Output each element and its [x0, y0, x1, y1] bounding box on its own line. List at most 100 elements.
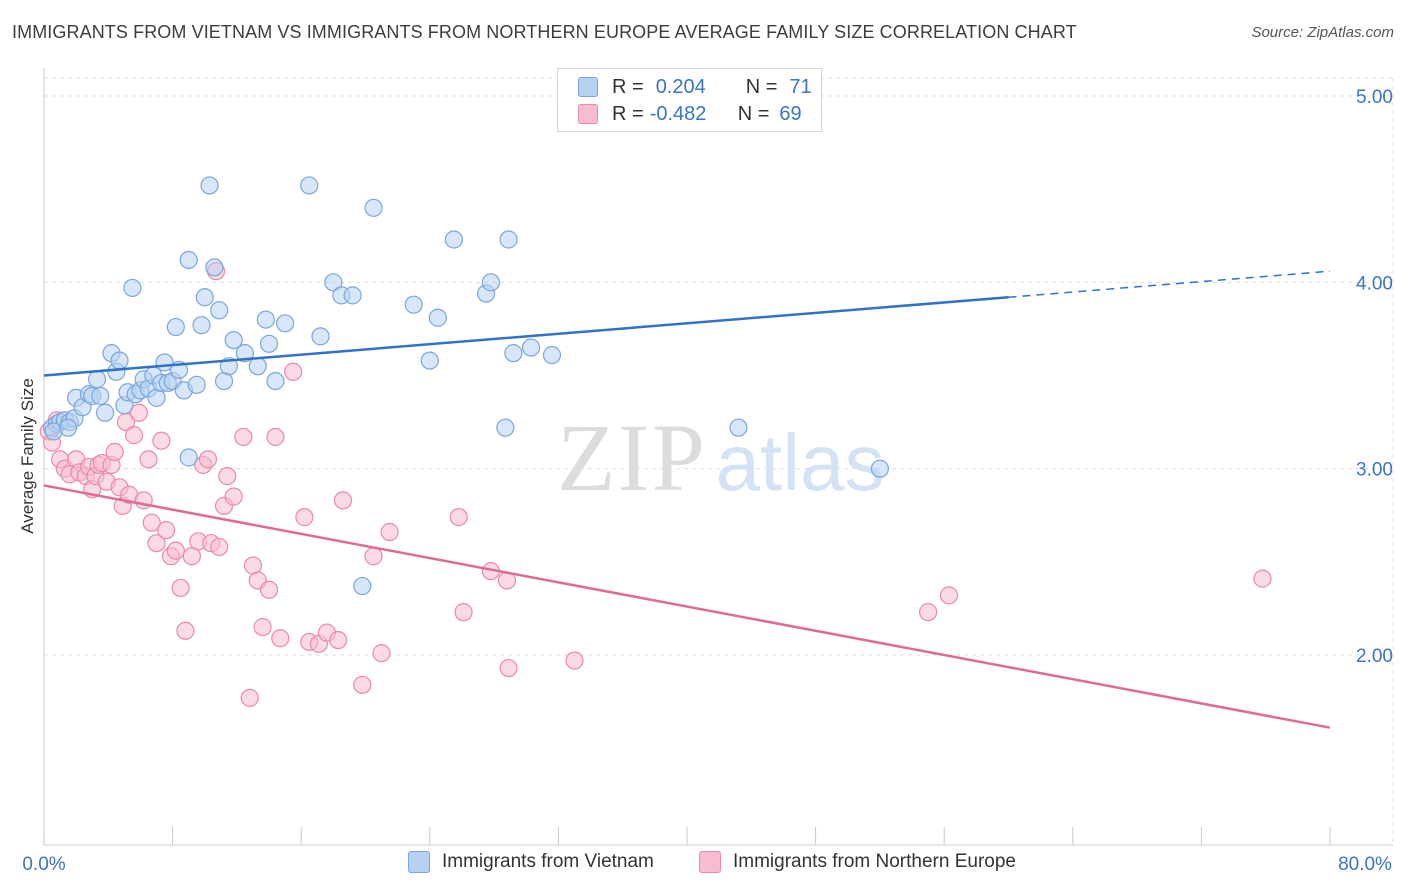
northern-europe-point — [253, 617, 272, 637]
vietnam-point — [256, 310, 275, 329]
vietnam-point — [210, 301, 229, 320]
vietnam-point — [91, 386, 110, 406]
vietnam-point — [87, 370, 107, 389]
northern-europe-point — [333, 491, 353, 510]
vietnam-point — [195, 288, 214, 307]
vietnam-point — [95, 403, 115, 422]
vietnam-point — [496, 418, 515, 437]
vietnam-point — [248, 357, 267, 376]
northern-europe-point — [364, 547, 383, 566]
vietnam-point — [123, 278, 142, 298]
x-tick-label-max: 80.0% — [1338, 854, 1392, 875]
northern-europe-point — [166, 541, 185, 560]
northern-europe-point — [224, 487, 243, 506]
trend-line-northern-europe — [43, 484, 1331, 729]
legend-swatch-northern-europe — [699, 851, 721, 873]
legend-n-value-northern-europe: 69 — [779, 102, 802, 125]
vietnam-point — [179, 250, 198, 270]
vietnam-point — [870, 459, 890, 478]
northern-europe-point — [271, 629, 290, 648]
vietnam-point — [420, 351, 439, 370]
legend-item-vietnam[interactable]: Immigrants from Vietnam — [408, 851, 654, 873]
northern-europe-point — [939, 586, 959, 605]
legend-label-northern-europe: Immigrants from Northern Europe — [733, 851, 1016, 872]
northern-europe-point — [372, 644, 391, 663]
vietnam-point — [166, 317, 185, 337]
vietnam-point — [179, 448, 198, 467]
vietnam-point — [521, 338, 541, 357]
northern-europe-point — [176, 621, 195, 640]
legend-label-vietnam: Immigrants from Vietnam — [442, 851, 654, 872]
legend-item-northern-europe[interactable]: Immigrants from Northern Europe — [699, 851, 1016, 873]
vietnam-point — [266, 371, 285, 391]
x-tick-label-min: 0.0% — [22, 854, 65, 875]
northern-europe-point — [295, 508, 314, 527]
northern-europe-point — [157, 521, 176, 540]
northern-europe-point — [198, 450, 218, 469]
series-legend: Immigrants from Vietnam Immigrants from … — [0, 851, 1406, 879]
northern-europe-point — [266, 427, 285, 447]
northern-europe-point — [454, 603, 473, 622]
legend-swatch-northern-europe — [578, 104, 598, 124]
legend-r-value-northern-europe: -0.482 — [649, 102, 707, 125]
vietnam-point — [192, 316, 211, 335]
vietnam-point — [364, 198, 383, 217]
vietnam-point — [235, 344, 255, 363]
vietnam-point — [300, 176, 319, 195]
vietnam-point — [481, 273, 500, 292]
northern-europe-point — [499, 658, 518, 678]
vietnam-point — [224, 330, 243, 350]
legend-row-vietnam: R = 0.204 N = 71 — [578, 75, 812, 99]
vietnam-point — [428, 308, 447, 327]
vietnam-point — [343, 286, 362, 305]
vietnam-point — [729, 418, 748, 437]
northern-europe-point — [449, 508, 468, 527]
trend-line-vietnam-extension — [1008, 270, 1331, 298]
vietnam-point — [276, 314, 295, 333]
source-label: Source: ZipAtlas.com — [1251, 24, 1394, 41]
vietnam-point — [259, 334, 279, 353]
northern-europe-point — [565, 651, 584, 670]
trend-layer — [43, 270, 1331, 729]
vietnam-point — [353, 576, 372, 596]
northern-europe-point — [139, 450, 158, 469]
y-tick-label: 3.00 — [1356, 460, 1393, 481]
vietnam-point — [444, 230, 464, 249]
legend-r-label: R = — [612, 75, 644, 98]
vietnam-point — [324, 273, 343, 292]
northern-europe-point — [152, 431, 171, 450]
legend-n-value-vietnam: 71 — [789, 75, 812, 98]
correlation-legend: R = 0.204 N = 71 R = -0.482 N = 69 — [557, 68, 822, 132]
northern-europe-point — [147, 534, 166, 553]
axis-layer: Average Family Size 0.0% 80.0% 2.00 3.00 4… — [18, 68, 1393, 875]
vietnam-point — [542, 345, 562, 365]
vietnam-point — [59, 418, 78, 437]
legend-n-label: N = — [737, 102, 770, 125]
y-axis-label: Average Family Size — [18, 378, 37, 534]
legend-r-label: R = — [612, 102, 644, 125]
northern-europe-point — [171, 578, 190, 598]
y-tick-label: 5.00 — [1356, 87, 1393, 108]
chart-title: IMMIGRANTS FROM VIETNAM VS IMMIGRANTS FR… — [12, 22, 1077, 42]
northern-europe-point — [142, 513, 161, 532]
northern-europe-point — [919, 603, 938, 622]
vietnam-point — [499, 230, 518, 249]
y-tick-label: 4.00 — [1356, 273, 1393, 294]
legend-swatch-vietnam — [408, 851, 430, 873]
northern-europe-point — [380, 522, 399, 542]
northern-europe-point — [353, 675, 372, 694]
watermark-zip: ZIP — [557, 404, 707, 511]
legend-r-value-vietnam: 0.204 — [655, 75, 706, 98]
trend-line-vietnam — [43, 295, 1009, 377]
northern-europe-point — [234, 427, 253, 447]
legend-row-northern-europe: R = -0.482 N = 69 — [578, 102, 802, 126]
vietnam-point — [110, 351, 129, 370]
watermark: ZIP atlas — [557, 404, 884, 511]
vietnam-point — [404, 295, 423, 314]
northern-europe-point — [1253, 569, 1272, 588]
legend-swatch-vietnam — [578, 77, 598, 97]
legend-n-label: N = — [745, 75, 778, 98]
northern-europe-point — [259, 580, 279, 599]
northern-europe-point — [105, 442, 124, 461]
